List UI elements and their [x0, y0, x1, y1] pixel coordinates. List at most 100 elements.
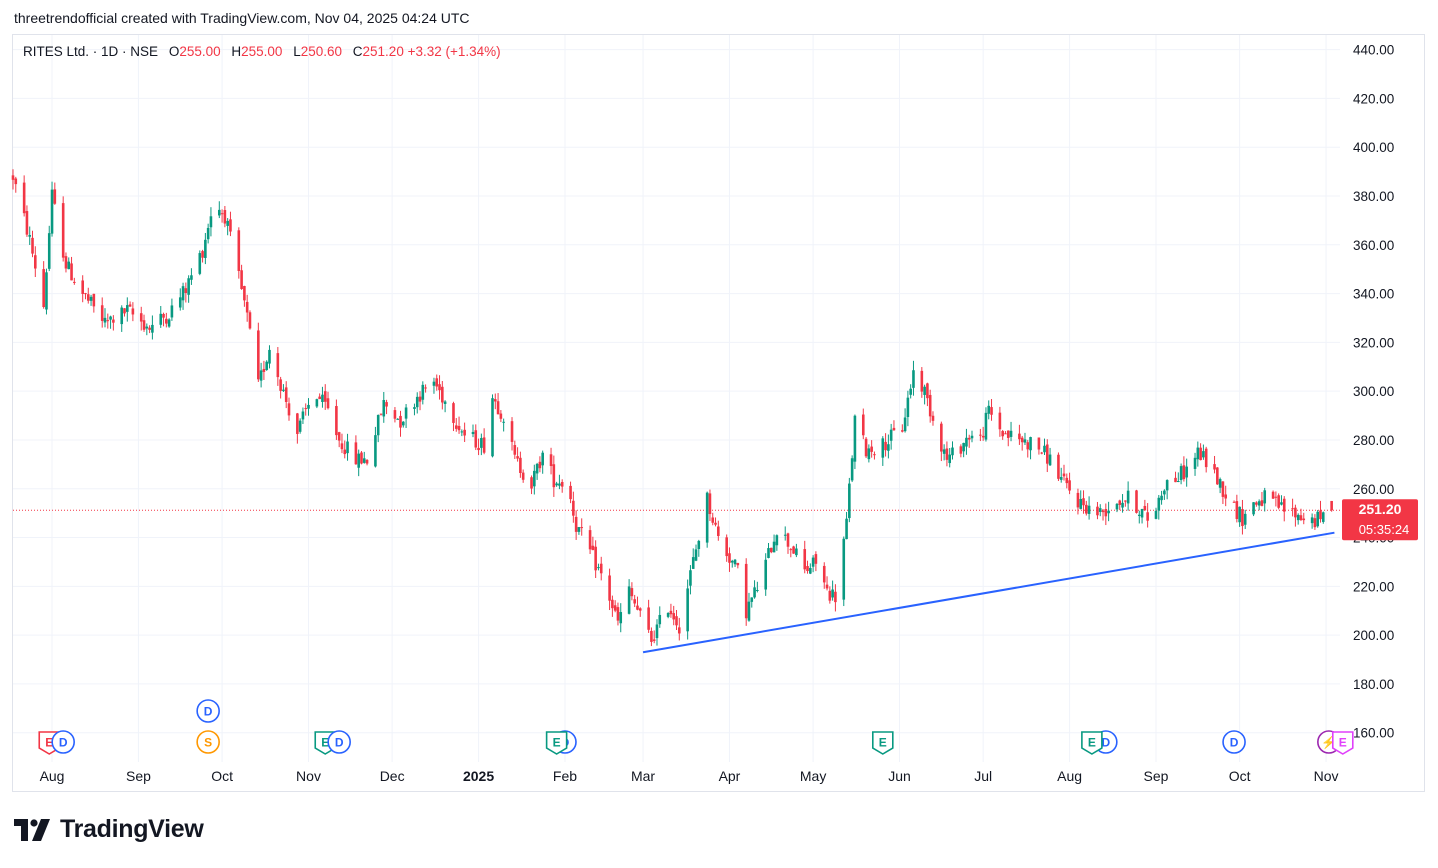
candle-body — [753, 587, 756, 598]
candle-body — [1260, 500, 1264, 506]
candle-body — [627, 586, 631, 614]
candle-body — [756, 590, 759, 592]
candle-body — [1154, 510, 1158, 519]
candle-body — [318, 396, 321, 400]
legend-open: 255.00 — [179, 44, 221, 59]
candle-body — [521, 472, 525, 480]
candle-body — [666, 612, 670, 617]
candle-body — [307, 404, 310, 409]
earnings-badge — [1081, 731, 1103, 755]
candle-body — [162, 313, 165, 318]
legend-symbol[interactable]: RITES Ltd. · 1D · NSE — [23, 44, 159, 59]
candle-body — [204, 239, 207, 258]
candle-body — [549, 454, 553, 467]
candle-body — [248, 312, 252, 329]
candle-body — [42, 269, 45, 308]
event-marker-text: D — [1101, 736, 1110, 750]
time-tick-label: Sep — [1144, 768, 1169, 784]
candle-body — [990, 407, 993, 415]
candle-body — [1221, 481, 1225, 497]
candle-body — [611, 599, 614, 609]
candle-body — [998, 412, 1002, 430]
candle-body — [287, 403, 291, 416]
event-marker: E — [1081, 731, 1103, 755]
candle-body — [767, 548, 770, 558]
candle-body — [1085, 504, 1088, 514]
candle-body — [569, 485, 572, 500]
candle-body — [691, 557, 695, 569]
candle-body — [220, 213, 224, 215]
candle-body — [1079, 498, 1083, 509]
candle-body — [393, 410, 397, 419]
candle-body — [1274, 496, 1278, 498]
event-marker: E — [545, 731, 568, 755]
event-marker-text: E — [45, 736, 53, 750]
candle-body — [1124, 500, 1127, 502]
candle-body — [385, 402, 388, 407]
candle-body — [834, 591, 837, 603]
candle-body — [223, 210, 227, 224]
candle-body — [11, 175, 15, 180]
candle-body — [730, 560, 734, 563]
candle-body — [717, 526, 720, 536]
candle-body — [636, 605, 639, 610]
candle-body — [1252, 502, 1255, 515]
candle-body — [1082, 498, 1085, 506]
candle-body — [864, 438, 868, 457]
candle-body — [811, 557, 815, 567]
candle-body — [981, 435, 985, 438]
tradingview-logo[interactable]: TradingView — [14, 815, 204, 844]
candle-body — [967, 437, 971, 440]
candle-body — [1321, 512, 1325, 522]
candle-body — [750, 597, 754, 602]
candle-body — [814, 554, 818, 564]
candle-body — [1238, 506, 1241, 523]
candle-body — [792, 546, 795, 554]
event-marker-text: D — [335, 736, 344, 750]
chart-attribution: threetrendofficial created with TradingV… — [14, 10, 470, 26]
event-marker: D — [327, 730, 351, 754]
candle-body — [1218, 479, 1222, 488]
candle-body — [806, 566, 809, 572]
candle-body — [206, 227, 210, 240]
candle-body — [178, 297, 182, 308]
candle-body — [658, 614, 662, 625]
candle-body — [268, 349, 271, 364]
candle-body — [139, 313, 143, 322]
candle-body — [588, 530, 592, 550]
earnings-badge — [545, 731, 568, 755]
candle-body — [987, 405, 991, 414]
candle-body — [493, 399, 497, 402]
candle-body — [789, 549, 793, 551]
dividend-badge — [196, 699, 220, 723]
candle-body — [1101, 510, 1105, 513]
candle-body — [418, 396, 422, 402]
candle-body — [928, 394, 932, 417]
candle-body — [1020, 437, 1024, 443]
time-tick-label: Nov — [296, 768, 321, 784]
candle-body — [850, 458, 854, 481]
candle-body — [903, 417, 907, 432]
chart-grid — [13, 35, 1340, 762]
candle-body — [873, 454, 876, 456]
candle-body — [167, 319, 171, 327]
candle-body — [376, 414, 380, 436]
candle-body — [1277, 495, 1280, 508]
event-marker: S — [196, 730, 220, 754]
event-marker-text: E — [1088, 736, 1096, 750]
candle-body — [499, 413, 503, 419]
candle-body — [474, 430, 478, 448]
time-tick-label: Mar — [631, 768, 655, 784]
candle-body — [616, 607, 620, 621]
event-marker-text: E — [879, 736, 887, 750]
candle-body — [845, 518, 848, 540]
event-markers: EDDSEDDEEDED⚡E — [38, 699, 1354, 755]
candle-body — [112, 319, 115, 323]
candle-body — [979, 434, 982, 436]
candle-body — [1241, 509, 1244, 527]
candle-body — [842, 538, 846, 600]
candle-body — [694, 549, 698, 561]
candle-body — [1126, 490, 1130, 504]
candle-body — [516, 456, 519, 459]
